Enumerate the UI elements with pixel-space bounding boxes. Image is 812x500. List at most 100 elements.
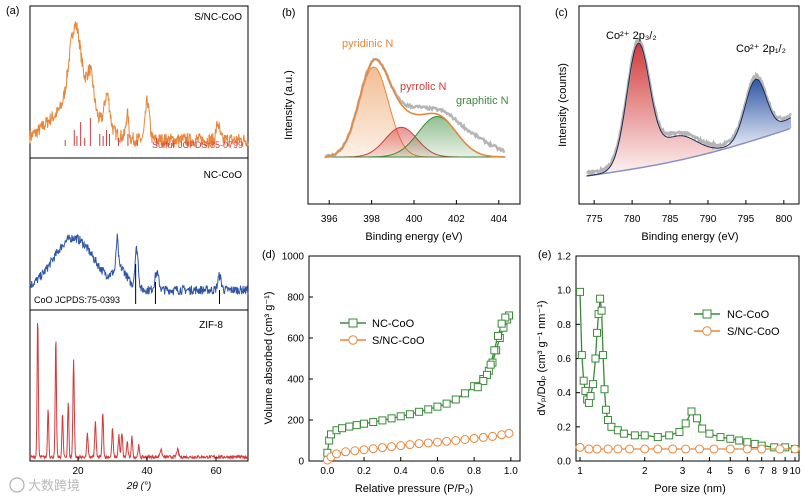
panel-d-ylabel: Volume absorbed (cm³ g⁻¹) [263, 292, 275, 425]
tick-label-e-x-9: 9 [782, 466, 788, 477]
tick-label-c-790: 790 [700, 214, 717, 225]
legend-label-nc-coo: NC-CoO [372, 318, 415, 330]
point-e-nc-coo [653, 433, 662, 442]
tick-label-e-y-1.2: 1.2 [557, 252, 571, 263]
point-e-nc-coo [750, 439, 759, 448]
panel-c-peak-fills [586, 43, 792, 177]
panel-c-raw-spectrum [586, 37, 792, 176]
legend-marker-e-nc-coo [702, 309, 712, 319]
point-nc-coo [345, 422, 354, 431]
point-nc-coo [490, 346, 499, 355]
point-e-snc-coo [603, 444, 613, 454]
point-e-nc-coo [735, 436, 744, 445]
point-e-nc-coo [589, 380, 598, 389]
tick-label-d-x-0.4: 0.4 [394, 466, 408, 477]
point-e-snc-coo [668, 444, 678, 454]
point-e-nc-coo [593, 328, 602, 337]
tick-label-a-20: 20 [72, 466, 84, 477]
tick-label-c-780: 780 [624, 214, 641, 225]
point-snc-coo [396, 441, 406, 451]
panel-d-frame [308, 255, 521, 462]
point-nc-coo [360, 419, 369, 428]
label-pyridinic-n: pyridinic N [342, 38, 393, 50]
point-e-snc-coo [653, 444, 663, 454]
point-e-nc-coo [705, 429, 714, 438]
point-nc-coo [424, 405, 433, 414]
trace-snc-coo [29, 21, 249, 149]
point-e-snc-coo [757, 444, 767, 454]
point-snc-coo [377, 443, 387, 453]
point-e-nc-coo [601, 405, 610, 414]
tick-label-e-x-7: 7 [759, 466, 765, 477]
panel-b-x-ticks: 396 398 400 402 404 [321, 200, 508, 225]
tick-label-d-y-1000: 1000 [282, 252, 305, 263]
point-e-nc-coo [698, 424, 707, 433]
tick-label-b-400: 400 [406, 214, 423, 225]
point-e-nc-coo [576, 287, 584, 296]
ref-label-coo: CoO JCPDS:75-0393 [34, 295, 120, 305]
point-snc-coo [497, 430, 507, 440]
point-e-nc-coo [597, 306, 606, 315]
panel-e-plot [575, 287, 800, 454]
point-snc-coo [487, 431, 497, 441]
point-e-nc-coo [584, 398, 593, 407]
point-e-nc-coo [577, 351, 586, 360]
point-e-snc-coo [709, 444, 719, 454]
point-nc-coo [460, 389, 469, 398]
tick-label-d-y-800: 800 [287, 293, 304, 304]
point-e-nc-coo [640, 431, 649, 440]
tick-label-e-x-5: 5 [727, 466, 733, 477]
legend-marker-snc-coo [348, 335, 358, 345]
tick-label-e-y-0.6: 0.6 [557, 354, 571, 365]
trace-zif8 [29, 323, 249, 461]
point-snc-coo [414, 439, 424, 449]
watermark-text: 大数跨境 [28, 478, 80, 493]
tick-label-e-y-1.0: 1.0 [557, 286, 571, 297]
point-e-snc-coo [790, 444, 800, 454]
tick-label-e-x-3: 3 [680, 466, 686, 477]
tick-label-d-x-0.8: 0.8 [467, 466, 481, 477]
tick-label-d-y-0: 0 [298, 457, 304, 468]
point-nc-coo [387, 414, 396, 423]
panel-d-label: (d) [262, 249, 275, 261]
point-e-nc-coo [687, 407, 696, 416]
legend-label-e-snc-coo: S/NC-CoO [727, 326, 780, 338]
panel-c-background [586, 127, 791, 177]
point-e-nc-coo [586, 392, 595, 401]
point-nc-coo [493, 331, 502, 340]
point-e-nc-coo [599, 351, 608, 360]
point-e-snc-coo [725, 444, 735, 454]
tick-label-e-x-4: 4 [707, 466, 713, 477]
point-nc-coo [479, 377, 488, 386]
panel-e-legend: NC-CoO S/NC-CoO [694, 309, 780, 338]
panel-c-x-ticks: 775 780 785 790 795 800 [586, 200, 793, 225]
point-snc-coo [460, 434, 470, 444]
tick-label-c-785: 785 [662, 214, 679, 225]
tick-label-a-60: 60 [210, 466, 222, 477]
label-co-2p12: Co²⁺ 2p₁/₂ [736, 43, 786, 55]
panel-d-axes: 0.0 0.2 0.4 0.6 0.8 1.0 0 200 400 600 800 1000 [282, 252, 518, 478]
point-snc-coo [405, 440, 415, 450]
point-e-nc-coo [591, 354, 600, 363]
point-e-nc-coo [692, 414, 701, 423]
point-nc-coo [396, 412, 405, 421]
panel-c-ylabel: Intensity (counts) [557, 63, 569, 147]
panel-b: (b) pyridinic N pyrrolic N graphitic N 3… [282, 5, 521, 243]
series-line-s-nc-coo [326, 432, 510, 461]
point-e-nc-coo [716, 433, 725, 442]
point-snc-coo [359, 445, 369, 455]
panel-e-xlabel: Pore size (nm) [654, 483, 726, 495]
watermark-logo-icon [9, 477, 25, 493]
point-e-snc-coo [625, 444, 635, 454]
point-nc-coo [369, 418, 378, 427]
panel-d-plot [322, 311, 514, 465]
point-snc-coo [469, 433, 479, 443]
tick-label-d-y-200: 200 [287, 416, 304, 427]
point-nc-coo [352, 421, 361, 430]
point-snc-coo [478, 432, 488, 442]
trace-nc-coo [29, 233, 249, 297]
point-snc-coo [451, 436, 461, 445]
point-e-nc-coo [681, 419, 690, 428]
tick-label-e-x-2: 2 [642, 466, 648, 477]
